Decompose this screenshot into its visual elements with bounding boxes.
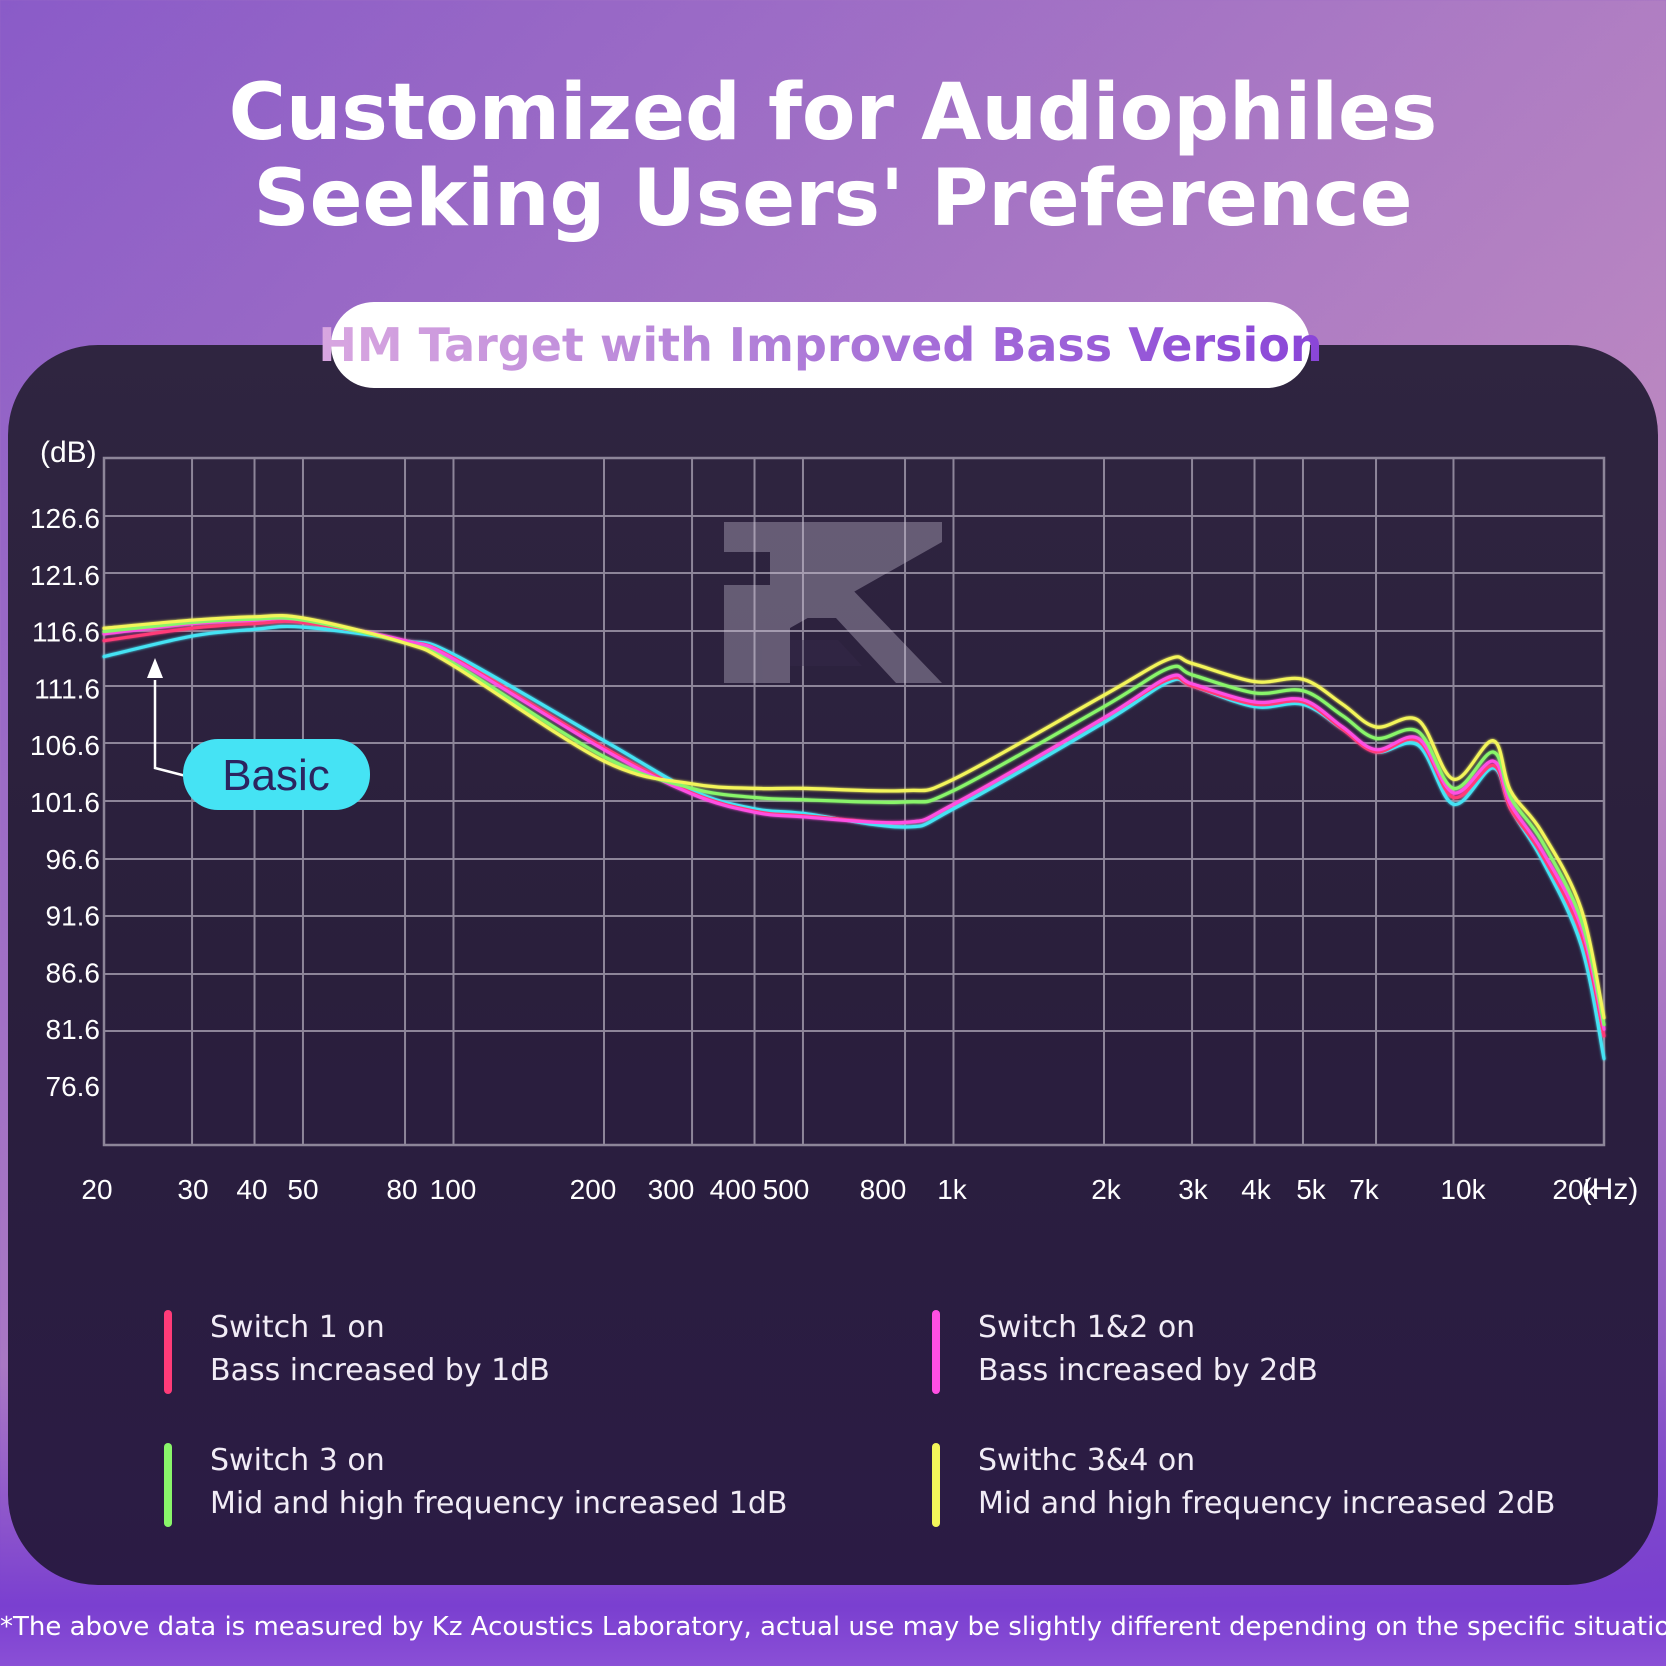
series-line-basic: [102, 624, 1606, 1061]
title-line-2: Seeking Users' Preference: [253, 154, 1413, 244]
x-tick-label: 20k: [1552, 1174, 1598, 1205]
chart-panel: [8, 345, 1658, 1585]
x-tick-label: 800: [860, 1174, 907, 1205]
x-tick-label: 100: [430, 1174, 477, 1205]
x-tick-label: 1k: [937, 1174, 968, 1205]
x-tick-label: 300: [648, 1174, 695, 1205]
x-tick-label: 30: [177, 1174, 208, 1205]
legend-description: Bass increased by 2dB: [978, 1353, 1318, 1388]
legend-title: Swithc 3&4 on: [978, 1443, 1196, 1478]
x-tick-label: 80: [386, 1174, 417, 1205]
y-tick-label: 81.6: [46, 1014, 101, 1045]
y-axis-unit: (dB): [40, 436, 97, 469]
legend-description: Mid and high frequency increased 1dB: [210, 1486, 788, 1521]
x-axis-unit: (Hz): [1582, 1173, 1639, 1206]
series-line-switch-3-4: [102, 614, 1606, 1020]
y-tick-label: 121.6: [30, 560, 100, 591]
x-tick-labels: 20 30 40 50 80 100 200 300 400 500 800 1k 2k 3k 4k 5k 7k…: [81, 1174, 1598, 1205]
x-tick-label: 3k: [1178, 1174, 1209, 1205]
legend-color-swatch: [164, 1443, 172, 1527]
y-tick-label: 116.6: [32, 617, 100, 648]
arrow-head-icon: [147, 658, 163, 678]
legend-title: Switch 1 on: [210, 1310, 385, 1345]
y-tick-label: 101.6: [30, 787, 100, 818]
y-tick-label: 126.6: [30, 503, 100, 534]
legend-color-swatch: [932, 1310, 940, 1394]
legend-title: Switch 3 on: [210, 1443, 385, 1478]
y-tick-label: 106.6: [30, 730, 100, 761]
title-line-1: Customized for Audiophiles: [228, 68, 1438, 158]
y-tick-labels: 126.6 121.6 116.6 111.6 106.6 101.6 96.6 91.6 86…: [30, 503, 100, 1102]
legend-description: Bass increased by 1dB: [210, 1353, 550, 1388]
basic-callout: Basic: [147, 658, 370, 810]
chart-subtitle-pill: HM Target with Improved Bass Version: [318, 302, 1323, 388]
y-tick-label: 96.6: [46, 844, 101, 875]
x-tick-label: 5k: [1296, 1174, 1327, 1205]
x-tick-label: 40: [236, 1174, 267, 1205]
x-tick-label: 7k: [1349, 1174, 1380, 1205]
kz-logo-watermark: [724, 522, 942, 683]
x-tick-label: 4k: [1241, 1174, 1272, 1205]
legend-title: Switch 1&2 on: [978, 1310, 1196, 1345]
legend-color-swatch: [164, 1310, 172, 1394]
y-tick-label: 91.6: [46, 901, 101, 932]
legend-color-swatch: [932, 1443, 940, 1527]
x-tick-label: 400: [710, 1174, 757, 1205]
y-tick-label: 111.6: [34, 673, 100, 704]
legend-description: Mid and high frequency increased 2dB: [978, 1486, 1556, 1521]
x-tick-label: 500: [763, 1174, 810, 1205]
callout-arrow: [153, 680, 187, 778]
callout-badge: [183, 739, 370, 810]
x-tick-label: 2k: [1091, 1174, 1122, 1205]
page-title: Customized for Audiophiles Seeking Users…: [0, 70, 1666, 242]
x-tick-label: 200: [570, 1174, 617, 1205]
y-tick-label: 86.6: [46, 957, 101, 988]
y-tick-label: 76.6: [46, 1071, 101, 1102]
x-tick-label: 20: [81, 1174, 112, 1205]
footnote: *The above data is measured by Kz Acoust…: [0, 1612, 1666, 1642]
callout-label: Basic: [222, 751, 330, 800]
chart-subtitle: HM Target with Improved Bass Version: [318, 318, 1323, 372]
series-line-switch-1-2: [102, 616, 1606, 1031]
x-tick-label: 10k: [1440, 1174, 1486, 1205]
x-tick-label: 50: [287, 1174, 318, 1205]
response-curves: [102, 614, 1606, 1061]
